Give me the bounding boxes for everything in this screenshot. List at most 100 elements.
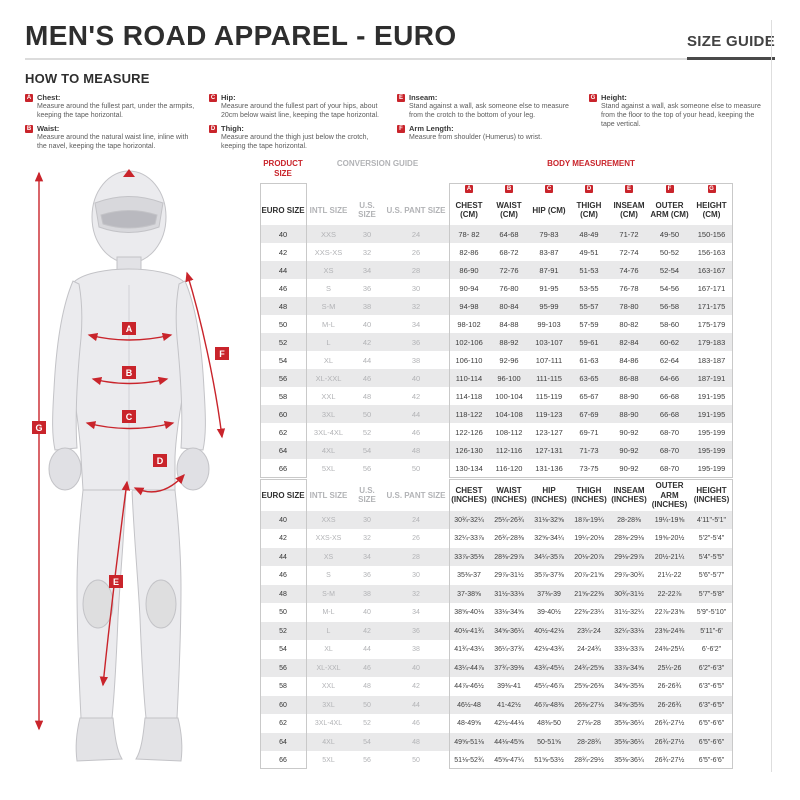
size-cell: 98-102 bbox=[457, 319, 481, 329]
table-row: 66 5XL 56 50 130-134 116-120 131-136 73-75 90-92… bbox=[260, 459, 733, 477]
size-cell: 36 bbox=[363, 572, 371, 580]
size-cell: M-L bbox=[322, 319, 335, 329]
size-cell: 46 bbox=[278, 283, 288, 293]
size-cell: 33⅞-35⅜ bbox=[454, 553, 484, 561]
size-cell: 49⅝-51⅛ bbox=[454, 738, 484, 746]
size-cell: 42 bbox=[279, 535, 287, 543]
size-cell: 46 bbox=[411, 427, 421, 437]
size-cell: 37-38⅝ bbox=[457, 590, 481, 598]
measure-instruction-heading: G Height: bbox=[589, 93, 775, 102]
measurement-letter-markers: A B C D E F G bbox=[32, 322, 229, 589]
size-cell: 46½-48 bbox=[457, 701, 481, 709]
table-row: 56 XL-XXL 46 40 43¼-44⅞ 37¾-39⅜ 43¾-45¼ 24¾-25⅝… bbox=[260, 658, 733, 678]
size-cell: 26 bbox=[412, 535, 420, 543]
size-cell: 60-62 bbox=[659, 337, 680, 347]
size-cell: 28⅜-29⅞ bbox=[494, 553, 524, 561]
size-cell: 26¾-27½ bbox=[654, 738, 685, 746]
column-header: WAIST (CM) bbox=[496, 201, 522, 220]
size-cell: 51⅝-53½ bbox=[534, 757, 564, 765]
size-cell: 90-92 bbox=[619, 463, 639, 473]
column-header: THIGH (CM) bbox=[576, 201, 602, 220]
size-cell: XL bbox=[324, 646, 333, 654]
measure-instruction-heading: E Inseam: bbox=[397, 93, 581, 102]
size-cell: 20⅛-20⅞ bbox=[574, 553, 604, 561]
measure-instruction: F Arm Length: Measure from shoulder (Humer… bbox=[397, 124, 581, 142]
table-rows: 40 XXS 30 24 30¾-32¼ 25¼-26¾ 31⅛-32⅝ 18⅞-19¼ 28-… bbox=[260, 510, 733, 770]
table-row: 56 XL-XXL 46 40 110-114 96-100 111-115 63-65 86-… bbox=[260, 369, 733, 388]
size-cell: 37⅜-39 bbox=[537, 590, 561, 598]
size-cell: 28 bbox=[411, 265, 421, 275]
size-cell: 28 bbox=[412, 553, 420, 561]
size-cell: 42½-44⅛ bbox=[494, 720, 524, 728]
column-header: U.S. SIZE bbox=[358, 201, 376, 220]
table-row: 64 4XL 54 48 126-130 112-116 127-131 71-73 90-92… bbox=[260, 441, 733, 460]
size-cell: 20½-21¼ bbox=[654, 553, 685, 561]
size-cell: 171-175 bbox=[697, 301, 726, 311]
size-cell: 111-115 bbox=[536, 373, 562, 383]
size-cell: 106-110 bbox=[455, 355, 483, 365]
size-cell: 46 bbox=[363, 664, 371, 672]
measure-letter-badge: D bbox=[585, 185, 593, 194]
size-cell: 27⅛-28 bbox=[577, 720, 601, 728]
measure-description: Measure around the natural waist line, i… bbox=[37, 134, 189, 151]
size-cell: 30 bbox=[411, 283, 421, 293]
size-cell: S-M bbox=[321, 301, 336, 311]
table-row: 62 3XL-4XL 52 46 122-126 108-112 123-127 69-71 9… bbox=[260, 423, 733, 441]
column-header: EURO SIZE bbox=[261, 205, 305, 215]
measure-instruction-heading: D Thigh: bbox=[209, 124, 389, 133]
size-cell: 19⅝-20½ bbox=[654, 535, 685, 543]
size-cell: 66 bbox=[278, 463, 288, 473]
size-cell: 64-66 bbox=[659, 373, 680, 383]
size-cell: 44⅛-45⅝ bbox=[494, 738, 524, 746]
size-cell: 24¾-25⅝ bbox=[574, 664, 604, 672]
size-cell: 33⅛-33⅞ bbox=[614, 646, 644, 654]
size-cell: 6'2"-6'3" bbox=[698, 664, 725, 672]
size-cell: 32 bbox=[362, 247, 372, 257]
size-cell: 56 bbox=[362, 463, 372, 473]
size-cell: 40 bbox=[278, 229, 288, 239]
badge-cell: A bbox=[449, 183, 489, 195]
size-cell: 42 bbox=[363, 627, 371, 635]
size-cell: 34 bbox=[362, 265, 372, 275]
badge-cell: B bbox=[489, 183, 529, 195]
size-cell: 38 bbox=[412, 646, 420, 654]
table-row: 62 3XL-4XL 52 46 48-49⅝ 42½-44⅛ 48⅜-50 27⅛-28 35… bbox=[260, 714, 733, 733]
size-cell: 35⅜-37 bbox=[457, 572, 481, 580]
size-cell: 41-42½ bbox=[497, 701, 521, 709]
measure-description: Measure around the thigh just below the … bbox=[221, 134, 369, 151]
measure-instruction-heading: F Arm Length: bbox=[397, 124, 581, 133]
size-guide-link[interactable]: SIZE GUIDE bbox=[686, 33, 775, 60]
size-cell: 36¼-37¾ bbox=[494, 646, 524, 654]
size-cell: 56 bbox=[363, 757, 371, 765]
size-cell: 46 bbox=[412, 720, 420, 728]
size-cell: 28-28¾ bbox=[577, 738, 601, 746]
svg-text:E: E bbox=[113, 577, 119, 587]
table-row: 52 L 42 36 102-106 88-92 103-107 59-61 82-84 60-6… bbox=[260, 333, 733, 352]
badge-cell: D bbox=[569, 183, 609, 195]
size-cell: 35⅜-36¼ bbox=[614, 738, 644, 746]
table-row: 44 XS 34 28 86-90 72-76 87-91 51-53 74-76 52-54 16… bbox=[260, 261, 733, 280]
size-cell: 114-118 bbox=[455, 391, 483, 401]
measure-instruction: A Chest: Measure around the fullest part, … bbox=[25, 93, 201, 120]
height-marker: G bbox=[32, 421, 46, 435]
size-cell: 3XL-4XL bbox=[313, 427, 344, 437]
badge-cell: C bbox=[529, 183, 569, 195]
column-header: OUTER ARM (CM) bbox=[650, 201, 689, 220]
size-cell: S-M bbox=[322, 590, 335, 598]
size-cell: 110-114 bbox=[455, 373, 483, 383]
size-cell: 5XL bbox=[321, 463, 336, 473]
measure-letter-badge: A bbox=[465, 185, 473, 194]
size-cell: 5'7"-5'8" bbox=[698, 590, 725, 598]
size-cell: 74-76 bbox=[619, 265, 639, 275]
size-cell: 76-80 bbox=[499, 283, 519, 293]
measure-column: G Height: Stand against a wall, ask someon… bbox=[589, 93, 775, 153]
svg-text:G: G bbox=[35, 423, 42, 433]
measure-letter-badge: F bbox=[397, 124, 405, 133]
size-cell: 54 bbox=[279, 646, 287, 654]
size-cell: 28¾-29½ bbox=[574, 757, 604, 765]
size-cell: 40 bbox=[412, 664, 420, 672]
column-header: CHEST (INCHES) bbox=[451, 485, 487, 505]
size-cell: 115-119 bbox=[535, 391, 563, 401]
table-row: 40 XXS 30 24 30¾-32¼ 25¼-26¾ 31⅛-32⅝ 18⅞-19¼ 28-… bbox=[260, 510, 733, 530]
size-cell: 44 bbox=[411, 409, 421, 419]
